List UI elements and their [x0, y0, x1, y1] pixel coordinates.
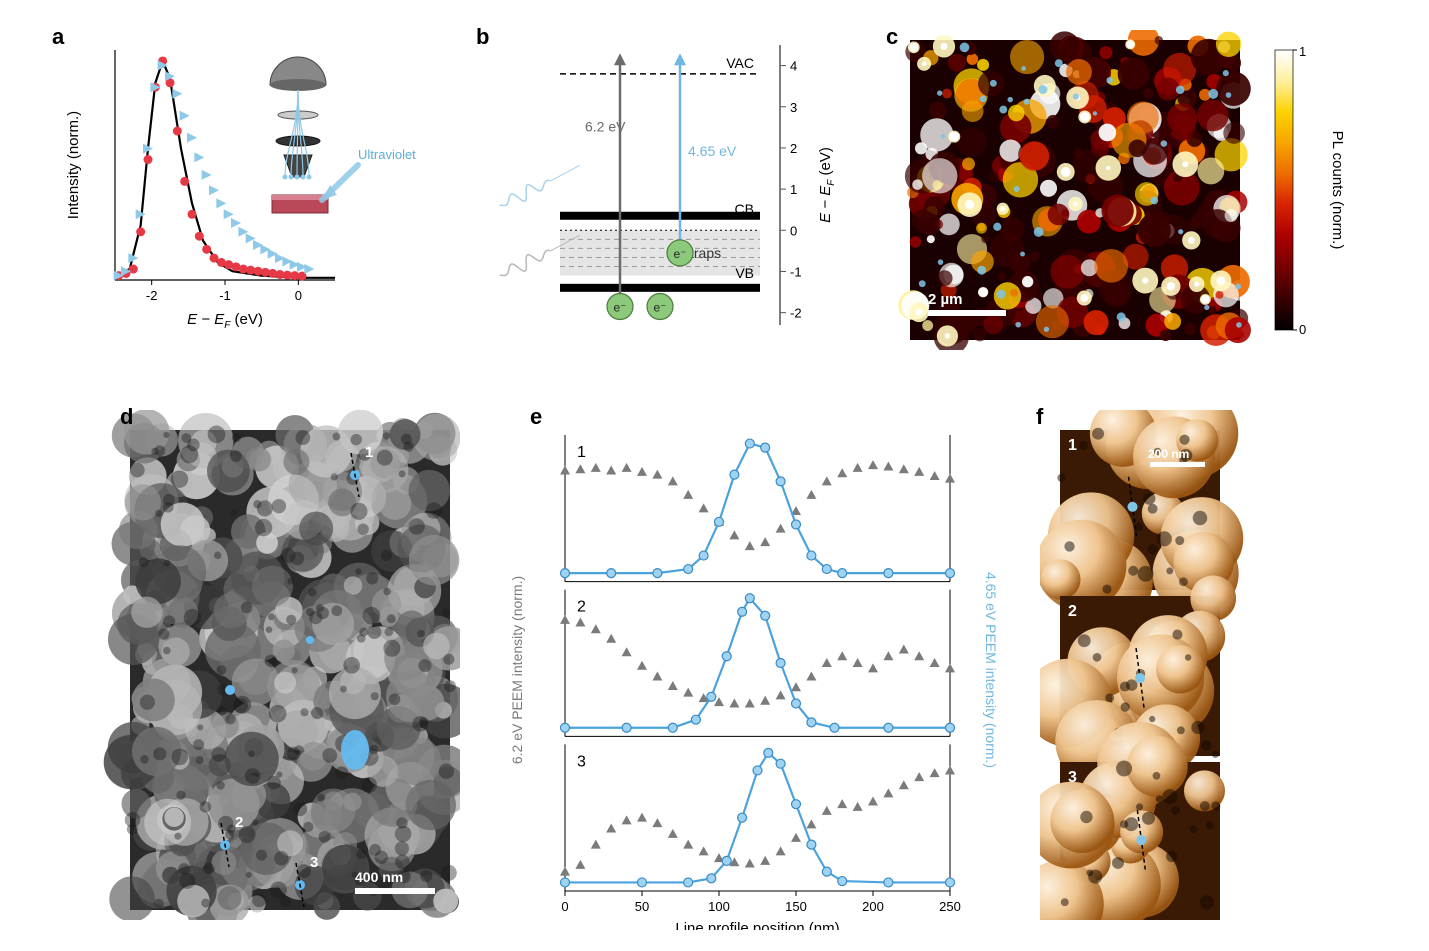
figure-container: a -2 -1 0 E − EF (eV) Intensity (norm.) Ultra…: [20, 20, 1409, 931]
svg-text:-1: -1: [790, 264, 802, 279]
panel-c-image: 2 µm 1 0 PL counts (norm.): [890, 30, 1370, 350]
svg-text:200: 200: [862, 899, 884, 914]
svg-text:4.65 eV: 4.65 eV: [688, 143, 737, 159]
svg-text:e⁻: e⁻: [613, 300, 626, 314]
svg-text:-2: -2: [790, 306, 802, 321]
svg-text:1: 1: [577, 444, 586, 461]
panel-c: c 2 µm10PL counts (norm.): [890, 30, 1370, 360]
svg-text:4.65 eV PEEM intensity (norm.): 4.65 eV PEEM intensity (norm.): [983, 572, 999, 768]
svg-text:e⁻: e⁻: [653, 300, 666, 314]
svg-text:traps: traps: [690, 245, 721, 261]
panel-c-label: c: [886, 24, 898, 50]
panel-a-chart: -2 -1 0 E − EF (eV) Intensity (norm.) Ultravi…: [60, 30, 420, 330]
svg-text:-2: -2: [146, 288, 158, 303]
panel-f-label: f: [1036, 404, 1043, 430]
panel-d: d 123400 nm: [60, 410, 460, 920]
svg-text:E − EF (eV): E − EF (eV): [817, 147, 837, 223]
panel-b: b -2-101234E − EF (eV)VACCBVBtraps6.2 eV…: [480, 30, 840, 360]
svg-text:250: 250: [939, 899, 961, 914]
panel-e-label: e: [530, 404, 542, 430]
svg-text:VB: VB: [735, 265, 754, 281]
svg-text:1: 1: [1068, 437, 1077, 454]
panel-f-images: 1 200 nm 2 3: [1040, 410, 1250, 920]
panel-f: f 1200 nm23: [1040, 410, 1250, 930]
svg-text:2 µm: 2 µm: [928, 291, 963, 308]
panel-a-label: a: [52, 24, 64, 50]
panel-a: a -2-10E − EF (eV)Intensity (norm.)Ultra…: [60, 30, 420, 360]
svg-text:e⁻: e⁻: [673, 247, 686, 261]
svg-text:VAC: VAC: [726, 55, 754, 71]
svg-text:2: 2: [790, 141, 797, 156]
svg-text:2: 2: [235, 814, 243, 831]
svg-text:Line profile position (nm): Line profile position (nm): [675, 920, 839, 930]
svg-text:Intensity (norm.): Intensity (norm.): [65, 111, 82, 219]
svg-text:E − EF (eV): E − EF (eV): [187, 311, 263, 330]
svg-text:0: 0: [561, 899, 568, 914]
panel-e: e 6.2 eV PEEM intensity (norm.)4.65 eV P…: [500, 410, 1000, 930]
svg-text:1: 1: [790, 182, 797, 197]
svg-text:6.2 eV PEEM intensity (norm.): 6.2 eV PEEM intensity (norm.): [509, 576, 525, 764]
svg-text:200 nm: 200 nm: [1148, 447, 1189, 461]
svg-text:3: 3: [790, 100, 797, 115]
panel-e-chart: 6.2 eV PEEM intensity (norm.) 4.65 eV PEE…: [500, 410, 1000, 930]
panel-d-label: d: [120, 404, 133, 430]
svg-text:3: 3: [310, 854, 318, 871]
svg-text:100: 100: [708, 899, 730, 914]
svg-text:Ultraviolet pulse: Ultraviolet pulse: [358, 147, 420, 162]
svg-text:2: 2: [1068, 603, 1077, 620]
svg-text:50: 50: [635, 899, 649, 914]
svg-text:1: 1: [1299, 44, 1306, 59]
panel-d-image: 1 2 3 400 nm: [60, 410, 460, 920]
panel-b-label: b: [476, 24, 489, 50]
svg-text:150: 150: [785, 899, 807, 914]
svg-text:0: 0: [295, 288, 302, 303]
svg-text:4: 4: [790, 59, 797, 74]
svg-text:0: 0: [1299, 322, 1306, 337]
svg-text:PL counts (norm.): PL counts (norm.): [1329, 131, 1346, 250]
panel-b-diagram: -2 -1 0 1 2 3 4 E − EF (eV) VAC CB VB traps 6.2 eV 4.…: [480, 30, 840, 340]
svg-text:CB: CB: [735, 201, 754, 217]
svg-text:3: 3: [1068, 769, 1077, 786]
svg-text:0: 0: [790, 223, 797, 238]
svg-text:2: 2: [577, 599, 586, 616]
svg-text:400 nm: 400 nm: [355, 869, 403, 885]
svg-text:1: 1: [365, 444, 373, 461]
svg-text:6.2 eV: 6.2 eV: [585, 118, 626, 134]
svg-text:3: 3: [577, 753, 586, 770]
svg-text:-1: -1: [219, 288, 231, 303]
